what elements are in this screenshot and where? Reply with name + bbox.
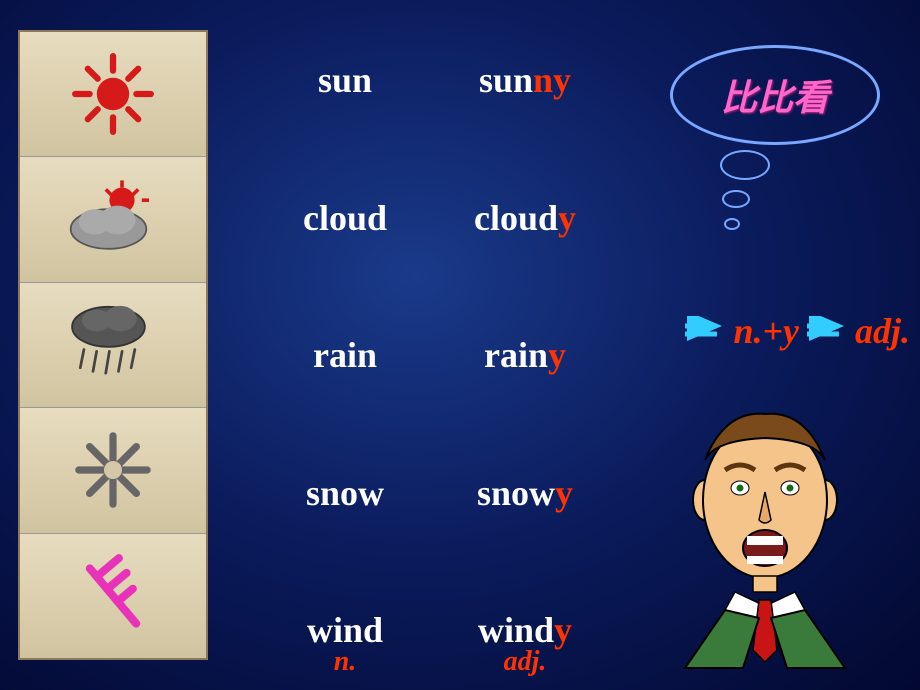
cartoon-man-icon: [665, 400, 865, 670]
speech-bubble: 比比看: [670, 45, 880, 145]
adj-cell: sunny: [430, 59, 620, 101]
word-table: sun sunny cloud cloudy rain rainy snow s…: [260, 50, 620, 660]
adj-cell: rainy: [430, 334, 620, 376]
noun-cell: cloud: [260, 197, 430, 239]
noun-cell: wind: [260, 609, 430, 651]
formula-left: n.+y: [733, 310, 799, 352]
sun-icon: [20, 32, 206, 157]
wind-icon: [20, 534, 206, 658]
bubble-tail-icon: [724, 218, 740, 230]
adj-cell: cloudy: [430, 197, 620, 239]
weather-icons-column: [18, 30, 208, 660]
arrow-icon: [683, 316, 727, 347]
noun-cell: rain: [260, 334, 430, 376]
adj-pos-label: adj.: [430, 646, 620, 678]
table-row: rain rainy: [260, 325, 620, 385]
table-row: snow snowy: [260, 463, 620, 523]
arrow-icon: [805, 316, 849, 347]
noun-cell: snow: [260, 472, 430, 514]
noun-pos-label: n.: [260, 646, 430, 678]
bubble-tail-icon: [722, 190, 750, 208]
bubble-tail-icon: [720, 150, 770, 180]
part-of-speech-labels: n. adj.: [260, 646, 620, 678]
adj-cell: windy: [430, 609, 620, 651]
formula-row: n.+y adj.: [683, 310, 910, 352]
snow-icon: [20, 408, 206, 533]
table-row: sun sunny: [260, 50, 620, 110]
formula-right: adj.: [855, 310, 910, 352]
noun-cell: sun: [260, 59, 430, 101]
bubble-text: 比比看: [721, 69, 829, 121]
adj-cell: snowy: [430, 472, 620, 514]
table-row: cloud cloudy: [260, 188, 620, 248]
rain-icon: [20, 283, 206, 408]
cloud-icon: [20, 157, 206, 282]
